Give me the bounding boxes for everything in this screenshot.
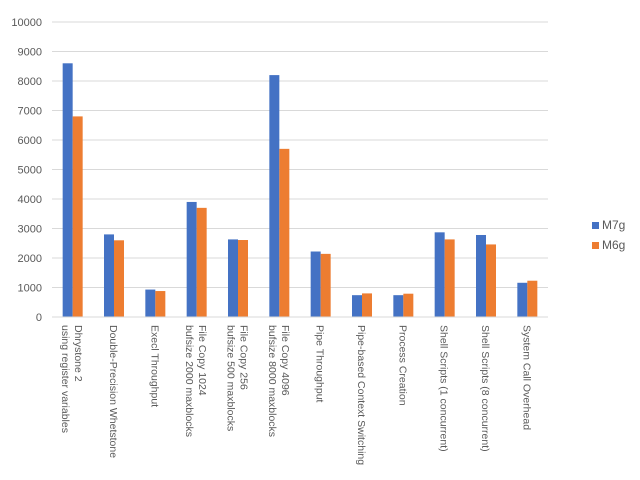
bar-m6g-8 — [403, 293, 414, 317]
legend-label-m6g: M6g — [602, 238, 625, 252]
y-tick-label: 1000 — [18, 283, 42, 295]
bar-m7g-2 — [145, 289, 156, 317]
bar-m6g-2 — [155, 291, 166, 317]
x-category-label-line: Process Creation — [396, 325, 408, 406]
bar-m6g-4 — [238, 240, 248, 317]
x-category-label: Process Creation — [396, 325, 408, 406]
x-category-label-line: Execl Throughput — [148, 325, 160, 407]
x-category-label-line: bufsize 500 maxblocks — [225, 325, 237, 431]
bar-m7g-6 — [310, 251, 321, 317]
bar-m6g-11 — [527, 280, 538, 317]
bar-m6g-7 — [362, 293, 372, 317]
x-category-label-line: Pipe Throughput — [314, 325, 326, 403]
x-category-label-line: Pipe-based Context Switching — [355, 325, 367, 465]
x-category-label: Shell Scripts (8 concurrent) — [479, 325, 491, 452]
y-tick-label: 3000 — [18, 224, 42, 236]
x-category-label: System Call Overhead — [520, 325, 532, 430]
legend-label-m7g: M7g — [602, 218, 625, 232]
y-axis-tick-labels: 0 1000 2000 3000 4000 5000 6000 7000 8000 9000 100… — [11, 17, 42, 324]
bar-m7g-0 — [62, 63, 73, 317]
x-category-label: Execl Throughput — [148, 325, 160, 407]
y-tick-label: 8000 — [18, 76, 42, 88]
x-category-label: Pipe-based Context Switching — [355, 325, 367, 465]
x-category-label-line: System Call Overhead — [520, 325, 532, 430]
bar-m6g-10 — [486, 244, 496, 317]
bar-m7g-9 — [434, 232, 445, 317]
legend-swatch-m7g — [592, 222, 599, 229]
bar-m6g-1 — [114, 240, 124, 317]
x-category-label: Double-Precision Whetstone — [107, 325, 119, 458]
bar-m6g-0 — [72, 116, 83, 318]
bar-m7g-1 — [104, 234, 114, 317]
x-category-label-line: Dhrystone 2 — [72, 325, 84, 382]
bar-m6g-5 — [279, 148, 290, 317]
bar-m7g-4 — [228, 239, 238, 317]
gridlines — [52, 21, 548, 288]
x-category-label-line: Shell Scripts (8 concurrent) — [479, 325, 491, 452]
x-category-label-line: using register variables — [59, 325, 71, 433]
x-category-label-line: File Copy 4096 — [279, 325, 291, 396]
x-category-label-line: File Copy 256 — [238, 325, 250, 390]
bar-m7g-7 — [352, 295, 362, 317]
y-tick-label: 7000 — [18, 106, 42, 118]
bar-m7g-5 — [269, 75, 280, 317]
y-tick-label: 5000 — [18, 165, 42, 177]
x-category-label-line: Double-Precision Whetstone — [107, 325, 119, 458]
legend-swatch-m6g — [592, 242, 599, 249]
x-category-label-line: File Copy 1024 — [196, 325, 208, 396]
bar-m6g-9 — [444, 239, 455, 317]
bar-m6g-6 — [320, 253, 331, 317]
bar-m7g-11 — [517, 282, 528, 317]
bar-series — [62, 63, 538, 318]
x-category-label-line: bufsize 2000 maxblocks — [183, 325, 195, 437]
bar-m7g-3 — [186, 201, 197, 317]
x-category-label-line: bufsize 8000 maxblocks — [266, 325, 278, 437]
x-category-label-line: Shell Scripts (1 concurrent) — [438, 325, 450, 452]
bar-m6g-3 — [196, 207, 207, 317]
y-tick-label: 6000 — [18, 135, 42, 147]
y-tick-label: 10000 — [11, 17, 42, 29]
bar-m7g-10 — [476, 234, 486, 317]
y-tick-label: 9000 — [18, 47, 42, 59]
x-category-label: Pipe Throughput — [314, 325, 326, 403]
y-tick-label: 0 — [36, 312, 42, 324]
bar-m7g-8 — [393, 295, 404, 317]
y-tick-label: 4000 — [18, 194, 42, 206]
y-tick-label: 2000 — [18, 253, 42, 265]
x-category-label: Shell Scripts (1 concurrent) — [438, 325, 450, 452]
